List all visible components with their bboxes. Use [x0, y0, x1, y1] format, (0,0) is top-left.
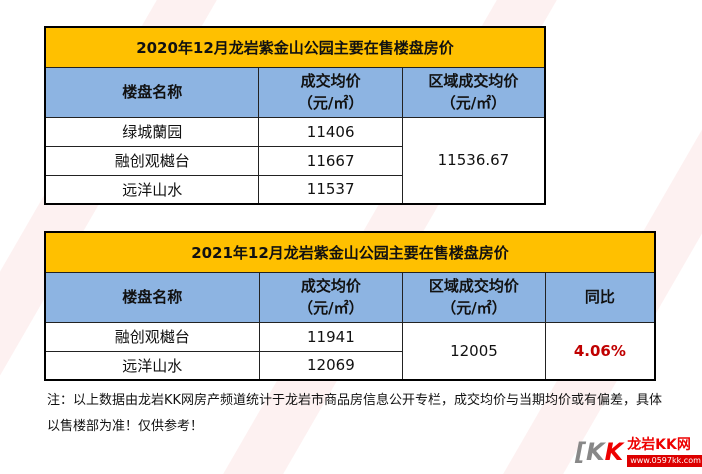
header-price: 成交均价 （元/㎡）: [258, 66, 403, 118]
table-row: 远洋山水 12069: [44, 350, 655, 381]
table-title: 2020年12月龙岩紫金山公园主要在售楼盘房价: [44, 26, 546, 68]
table-row: 绿城蘭园 11406 11536.67: [44, 116, 546, 205]
header-region-avg: 区域成交均价 （元/㎡）: [401, 66, 546, 118]
table-row: 远洋山水 11537: [44, 174, 545, 205]
logo-text: 龙岩KK网 www.0597kk.com: [627, 437, 702, 467]
table-title: 2021年12月龙岩紫金山公园主要在售楼盘房价: [44, 231, 656, 273]
table-row: 融创观樾台 11667: [44, 145, 545, 176]
header-name: 楼盘名称: [44, 271, 260, 323]
logo-mark: [KK: [575, 438, 624, 466]
region-avg: 12005: [402, 321, 546, 381]
header-region-avg: 区域成交均价 （元/㎡）: [402, 271, 546, 323]
price-table-2021: 2021年12月龙岩紫金山公园主要在售楼盘房价 楼盘名称 成交均价 （元/㎡） 区…: [44, 231, 656, 381]
site-logo: [KK 龙岩KK网 www.0597kk.com: [575, 432, 702, 472]
table-row: 融创观樾台 11941 12005 4.06%: [44, 321, 656, 381]
header-yoy: 同比: [544, 271, 656, 323]
region-avg: 11536.67: [401, 116, 546, 205]
price-table-2020: 2020年12月龙岩紫金山公园主要在售楼盘房价 楼盘名称 成交均价 （元/㎡） 区…: [44, 26, 546, 205]
header-price: 成交均价 （元/㎡）: [258, 271, 404, 323]
logo-name: 龙岩KK网: [627, 437, 691, 453]
header-name: 楼盘名称: [44, 66, 260, 118]
yoy-value: 4.06%: [544, 321, 656, 381]
footnote: 注：以上数据由龙岩KK网房产频道统计于龙岩市商品房信息公开专栏，成交均价与当期均…: [47, 393, 663, 434]
logo-url: www.0597kk.com: [627, 455, 702, 467]
